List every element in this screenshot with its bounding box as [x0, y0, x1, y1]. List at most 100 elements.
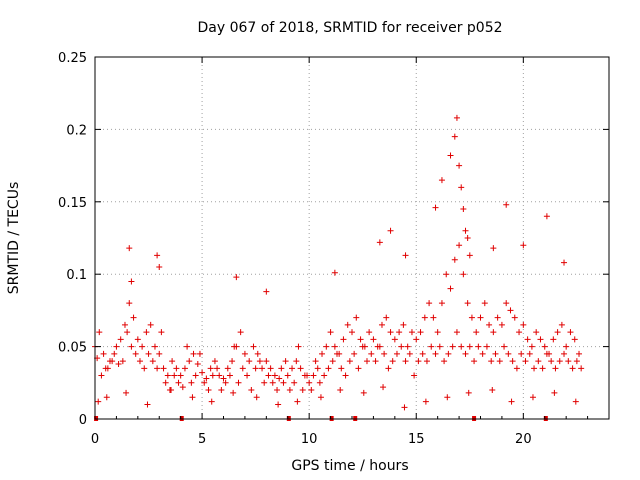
data-point	[184, 343, 191, 350]
data-point	[248, 387, 255, 394]
x-tick-label: 10	[301, 432, 318, 447]
data-point	[344, 321, 351, 328]
data-point	[539, 365, 546, 372]
data-point	[509, 358, 516, 365]
data-point	[496, 358, 503, 365]
data-point	[164, 372, 171, 379]
data-point	[293, 358, 300, 365]
data-point	[147, 321, 154, 328]
data-point	[111, 350, 118, 357]
data-point	[319, 350, 326, 357]
data-point	[278, 365, 285, 372]
data-point	[154, 365, 161, 372]
data-point	[124, 329, 131, 336]
data-point	[383, 314, 390, 321]
data-point	[516, 329, 523, 336]
data-point	[286, 387, 293, 394]
data-point	[312, 358, 319, 365]
data-point	[543, 350, 550, 357]
data-point	[346, 358, 353, 365]
data-point	[569, 365, 576, 372]
data-point	[419, 350, 426, 357]
data-point	[192, 372, 199, 379]
x-tick-label: 20	[515, 432, 532, 447]
data-point	[441, 358, 448, 365]
data-point	[444, 394, 451, 401]
data-point	[132, 350, 139, 357]
data-point	[393, 350, 400, 357]
data-point	[275, 401, 282, 408]
data-point	[310, 372, 317, 379]
data-point	[389, 358, 396, 365]
data-point	[462, 350, 469, 357]
data-point	[244, 372, 251, 379]
data-point	[554, 329, 561, 336]
x-tick-label: 5	[198, 432, 206, 447]
data-point	[209, 372, 216, 379]
data-point	[327, 329, 334, 336]
grid-lines	[95, 57, 609, 419]
data-point	[488, 358, 495, 365]
data-point	[271, 372, 278, 379]
data-point	[190, 350, 197, 357]
data-point	[349, 329, 355, 336]
data-point	[317, 394, 324, 401]
data-point	[231, 343, 238, 350]
data-point	[340, 336, 347, 343]
data-point	[381, 350, 388, 357]
data-point	[175, 379, 182, 386]
data-point	[156, 263, 163, 270]
data-point	[113, 343, 120, 350]
y-tick-label: 0.2	[66, 123, 87, 138]
data-point	[404, 343, 411, 350]
data-point	[115, 360, 122, 367]
data-point	[520, 242, 527, 249]
data-point	[508, 398, 515, 405]
data-point	[415, 358, 422, 365]
data-point	[304, 372, 311, 379]
data-point	[490, 329, 497, 336]
data-point	[189, 394, 196, 401]
data-point	[408, 329, 415, 336]
data-point	[208, 398, 215, 405]
data-point	[370, 336, 377, 343]
data-point	[561, 259, 568, 266]
chart-title: Day 067 of 2018, SRMTID for receiver p05…	[197, 20, 502, 36]
data-point	[400, 321, 407, 328]
data-point	[276, 375, 283, 382]
data-point	[578, 365, 585, 372]
data-point	[316, 379, 323, 386]
data-point	[261, 379, 268, 386]
axis-ticks: 0 0.05 0.1 0.15 0.2 0.25 0 5 10 15 20	[58, 51, 609, 447]
data-point	[355, 365, 362, 372]
data-point	[100, 350, 107, 357]
data-point	[411, 372, 418, 379]
data-point	[274, 387, 281, 394]
data-point	[237, 329, 244, 336]
data-point	[269, 379, 276, 386]
data-point	[466, 343, 473, 350]
data-point	[239, 365, 246, 372]
data-point	[141, 365, 148, 372]
data-point	[308, 387, 315, 394]
data-point	[552, 365, 559, 372]
y-tick-label: 0.1	[66, 268, 87, 283]
data-point	[458, 343, 465, 350]
data-point	[229, 358, 236, 365]
data-point	[428, 343, 435, 350]
data-point	[331, 343, 338, 350]
data-point	[282, 358, 289, 365]
data-point	[396, 329, 403, 336]
data-point	[194, 360, 201, 367]
data-point	[357, 336, 364, 343]
data-point	[119, 358, 126, 365]
data-point	[490, 245, 497, 252]
data-point	[464, 235, 471, 241]
data-point	[465, 389, 472, 396]
data-point	[486, 321, 493, 328]
data-point	[196, 350, 203, 357]
data-point	[214, 365, 221, 372]
data-point	[156, 350, 163, 357]
data-point	[464, 300, 471, 307]
data-point	[531, 365, 538, 372]
